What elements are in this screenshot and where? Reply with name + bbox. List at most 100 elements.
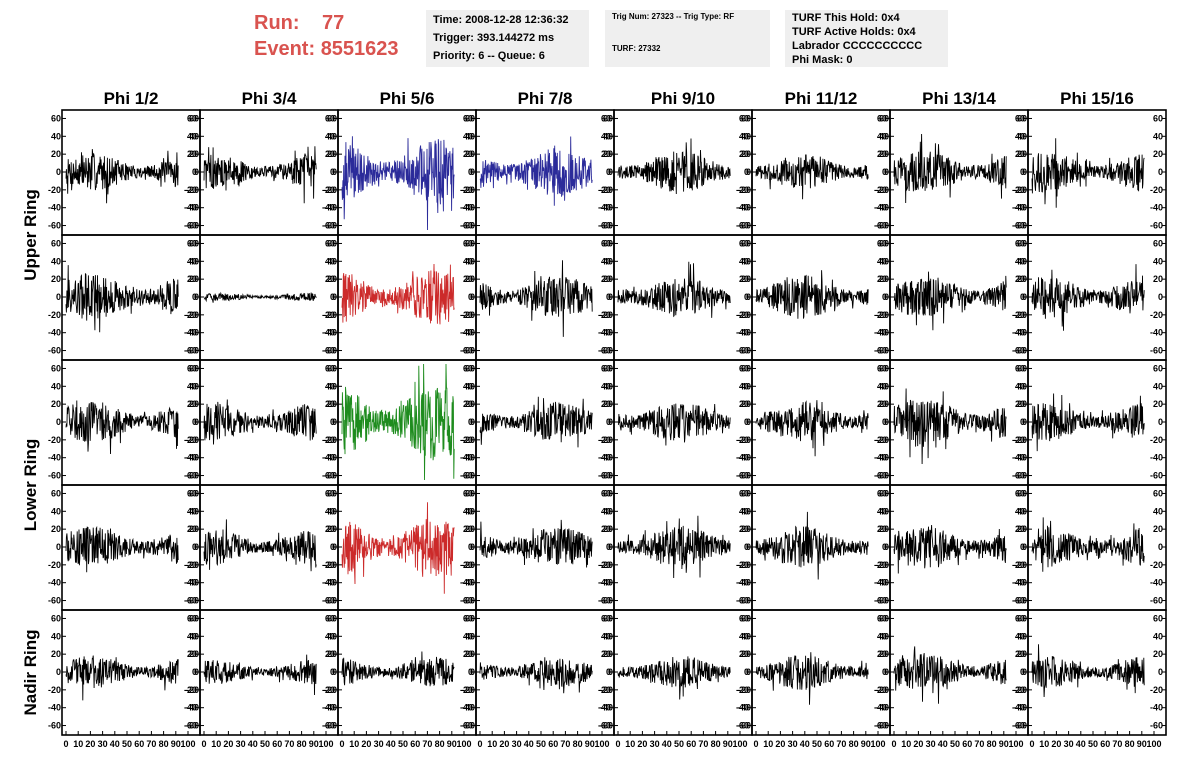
y-tick-label: 20 bbox=[189, 149, 199, 159]
y-tick-label: 0 bbox=[468, 542, 473, 552]
y-tick-label: 20 bbox=[603, 274, 613, 284]
y-tick-label: 20 bbox=[741, 149, 751, 159]
y-tick-label: -40 bbox=[186, 703, 199, 713]
y-tick-label: -20 bbox=[184, 685, 197, 695]
y-tick-label: -40 bbox=[186, 453, 199, 463]
y-tick-label: 20 bbox=[1015, 149, 1025, 159]
y-tick-label: -40 bbox=[460, 203, 473, 213]
y-tick-label: -20 bbox=[600, 185, 613, 195]
y-tick-label: -60 bbox=[460, 471, 473, 481]
y-tick-label: -40 bbox=[1012, 703, 1025, 713]
y-tick-label: 60 bbox=[1015, 613, 1025, 623]
y-tick-label: -60 bbox=[598, 721, 611, 731]
y-tick-label: 60 bbox=[187, 488, 197, 498]
y-tick-label: -40 bbox=[184, 328, 197, 338]
waveform-trace bbox=[893, 133, 1007, 204]
y-tick-label: 40 bbox=[877, 131, 887, 141]
x-tick-label: 30 bbox=[650, 739, 660, 749]
y-tick-label: 0 bbox=[1020, 542, 1025, 552]
y-tick-label: 0 bbox=[56, 292, 61, 302]
x-tick-label: 50 bbox=[950, 739, 960, 749]
y-tick-label: 60 bbox=[1017, 113, 1027, 123]
y-tick-label: -40 bbox=[876, 453, 889, 463]
column-header: Phi 13/14 bbox=[922, 89, 996, 108]
y-tick-label: -60 bbox=[736, 596, 749, 606]
turf-active-holds-text: TURF Active Holds: 0x4 bbox=[792, 26, 916, 38]
y-tick-label: 60 bbox=[325, 113, 335, 123]
y-tick-label: 40 bbox=[1017, 256, 1027, 266]
y-tick-label: 60 bbox=[741, 613, 751, 623]
y-tick-label: -20 bbox=[598, 560, 611, 570]
x-tick-label: 90 bbox=[171, 739, 181, 749]
y-tick-label: -60 bbox=[48, 346, 61, 356]
y-tick-label: 0 bbox=[606, 667, 611, 677]
y-tick-label: -40 bbox=[598, 578, 611, 588]
y-tick-label: -60 bbox=[874, 221, 887, 231]
y-tick-label: -20 bbox=[876, 435, 889, 445]
y-tick-label: -20 bbox=[186, 185, 199, 195]
y-tick-label: 0 bbox=[470, 542, 475, 552]
y-tick-label: -60 bbox=[1012, 346, 1025, 356]
y-tick-label: 20 bbox=[1017, 524, 1027, 534]
y-tick-label: -60 bbox=[876, 721, 889, 731]
waveform-trace bbox=[617, 261, 731, 318]
waveform-trace bbox=[65, 400, 179, 455]
y-tick-label: 0 bbox=[1158, 292, 1163, 302]
y-tick-label: 20 bbox=[463, 149, 473, 159]
waveform-trace bbox=[1031, 644, 1145, 698]
y-tick-label: 0 bbox=[1022, 167, 1027, 177]
waveform-trace bbox=[617, 138, 731, 195]
y-tick-label: 40 bbox=[189, 631, 199, 641]
y-tick-label: 40 bbox=[463, 131, 473, 141]
x-tick-label: 10 bbox=[1039, 739, 1049, 749]
y-tick-label: 0 bbox=[192, 417, 197, 427]
column-header: Phi 9/10 bbox=[651, 89, 715, 108]
y-tick-label: 20 bbox=[325, 649, 335, 659]
y-tick-label: 0 bbox=[192, 542, 197, 552]
y-tick-label: -20 bbox=[736, 310, 749, 320]
y-tick-label: 20 bbox=[741, 274, 751, 284]
waveform-trace bbox=[203, 519, 317, 572]
ring-label: Lower Ring bbox=[21, 439, 40, 532]
y-tick-label: 0 bbox=[744, 667, 749, 677]
y-tick-label: 60 bbox=[463, 613, 473, 623]
y-tick-label: 40 bbox=[1153, 506, 1163, 516]
y-tick-label: 40 bbox=[463, 506, 473, 516]
y-tick-label: 60 bbox=[601, 238, 611, 248]
y-tick-label: 0 bbox=[1158, 167, 1163, 177]
y-tick-label: -60 bbox=[598, 471, 611, 481]
x-tick-label: 0 bbox=[615, 739, 620, 749]
y-tick-label: -60 bbox=[460, 721, 473, 731]
y-tick-label: 20 bbox=[601, 399, 611, 409]
y-tick-label: 0 bbox=[884, 542, 889, 552]
y-tick-label: -60 bbox=[460, 346, 473, 356]
y-tick-label: 0 bbox=[1022, 292, 1027, 302]
x-tick-label: 100 bbox=[318, 739, 333, 749]
y-tick-label: 20 bbox=[739, 399, 749, 409]
y-tick-label: 0 bbox=[1158, 542, 1163, 552]
x-tick-label: 50 bbox=[536, 739, 546, 749]
y-tick-label: 40 bbox=[1015, 381, 1025, 391]
y-tick-label: -60 bbox=[48, 596, 61, 606]
y-tick-label: -20 bbox=[1012, 560, 1025, 570]
y-tick-label: -20 bbox=[184, 185, 197, 195]
y-tick-label: -60 bbox=[1012, 221, 1025, 231]
priority-text: Priority: 6 -- Queue: 6 bbox=[433, 50, 545, 62]
y-tick-label: -40 bbox=[600, 328, 613, 338]
y-tick-label: 60 bbox=[327, 613, 337, 623]
x-tick-label: 80 bbox=[573, 739, 583, 749]
y-tick-label: -40 bbox=[874, 703, 887, 713]
y-tick-label: 40 bbox=[603, 381, 613, 391]
y-tick-label: -40 bbox=[324, 703, 337, 713]
y-tick-label: -20 bbox=[736, 185, 749, 195]
x-tick-label: 100 bbox=[732, 739, 747, 749]
y-tick-label: -20 bbox=[600, 685, 613, 695]
y-tick-label: -60 bbox=[1014, 346, 1027, 356]
y-tick-label: 40 bbox=[877, 631, 887, 641]
y-tick-label: -40 bbox=[1014, 703, 1027, 713]
y-tick-label: -60 bbox=[876, 346, 889, 356]
y-tick-label: -20 bbox=[598, 435, 611, 445]
y-tick-label: -20 bbox=[738, 560, 751, 570]
y-tick-label: 60 bbox=[603, 613, 613, 623]
